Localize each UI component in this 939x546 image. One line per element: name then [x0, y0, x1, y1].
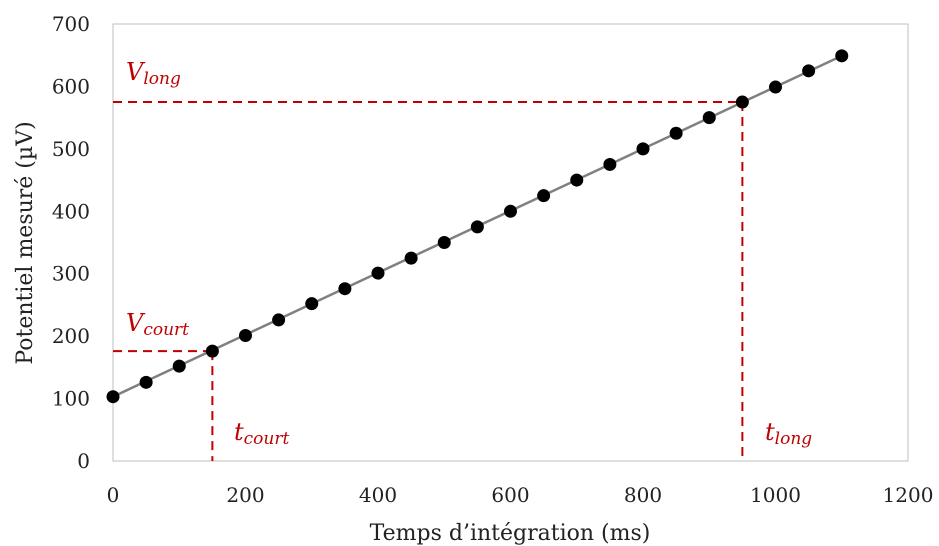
y-axis-title: Potentiel mesuré (µV)	[13, 121, 38, 364]
data-point	[470, 220, 484, 234]
y-tick-label: 700	[52, 12, 90, 36]
data-point	[371, 266, 385, 280]
y-tick-label: 500	[52, 137, 90, 161]
data-point	[504, 204, 517, 218]
data-point	[802, 64, 816, 78]
data-point	[636, 142, 650, 156]
x-axis-title: Temps d’intégration (ms)	[370, 521, 651, 546]
x-tick-label: 0	[107, 483, 120, 507]
x-tick-label: 1000	[750, 483, 801, 507]
data-point	[305, 297, 319, 311]
annotation-t-court: tcourt	[234, 418, 289, 449]
data-point	[139, 375, 153, 389]
x-tick-label: 200	[226, 483, 264, 507]
data-point	[669, 126, 683, 140]
data-points	[106, 49, 849, 404]
y-tick-label: 200	[52, 324, 90, 348]
x-tick-label: 400	[359, 483, 397, 507]
y-tick-label: 100	[52, 387, 90, 411]
y-tick-label: 300	[52, 262, 90, 286]
data-point	[603, 157, 617, 171]
data-point	[172, 359, 186, 373]
reference-lines	[113, 101, 744, 461]
y-tick-label: 0	[77, 449, 90, 473]
annotation-t-long: tlong	[765, 418, 812, 449]
data-point	[537, 189, 551, 203]
annotation-v-long: Vlong	[126, 58, 181, 89]
x-tick-label: 800	[624, 483, 662, 507]
y-tick-label: 400	[52, 199, 90, 223]
y-tick-labels: 0 100 200 300 400 500 600 700	[52, 12, 90, 473]
data-point	[404, 251, 418, 265]
y-tick-label: 600	[52, 74, 90, 98]
data-point	[205, 344, 219, 358]
annotation-v-court: Vcourt	[126, 309, 189, 340]
data-point	[570, 173, 584, 187]
data-point	[835, 49, 849, 63]
x-tick-label: 600	[491, 483, 529, 507]
plot-frame	[112, 23, 909, 462]
data-point	[769, 80, 782, 94]
data-point	[437, 236, 451, 249]
data-point	[702, 111, 716, 125]
data-point	[272, 313, 286, 327]
data-point	[338, 282, 352, 296]
data-point	[106, 390, 120, 404]
data-point	[735, 95, 749, 109]
x-tick-label: 1200	[883, 483, 934, 507]
data-point	[239, 329, 252, 343]
x-tick-labels: 0 200 400 600 800 1000 1200	[107, 483, 934, 507]
